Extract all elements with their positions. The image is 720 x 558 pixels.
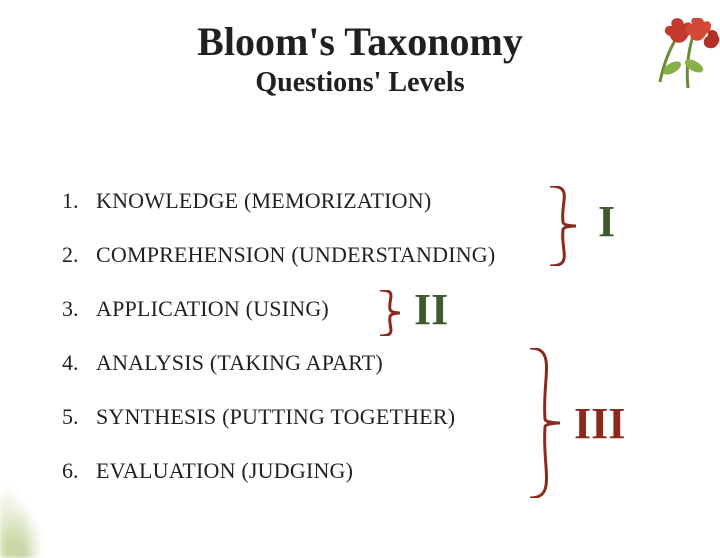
grass-decoration — [0, 398, 70, 558]
item-label: SYNTHESIS (PUTTING TOGETHER) — [96, 404, 455, 430]
item-label: APPLICATION (USING) — [96, 296, 329, 322]
item-number: 5. — [62, 404, 96, 430]
group-roman: II — [414, 284, 448, 335]
group-roman: I — [598, 196, 615, 247]
item-label: COMPREHENSION (UNDERSTANDING) — [96, 242, 495, 268]
item-number: 1. — [62, 188, 96, 214]
page-subtitle: Questions' Levels — [0, 67, 720, 99]
heading: Bloom's Taxonomy Questions' Levels — [0, 18, 720, 99]
flower-decoration — [630, 18, 720, 108]
item-number: 2. — [62, 242, 96, 268]
item-label: ANALYSIS (TAKING APART) — [96, 350, 383, 376]
group-brace — [550, 186, 576, 266]
list-item: 3. APPLICATION (USING) — [62, 296, 662, 322]
item-number: 6. — [62, 458, 96, 484]
group-roman: III — [574, 398, 625, 449]
item-label: KNOWLEDGE (MEMORIZATION) — [96, 188, 431, 214]
list-item: 6. EVALUATION (JUDGING) — [62, 458, 662, 484]
item-number: 4. — [62, 350, 96, 376]
item-number: 3. — [62, 296, 96, 322]
list-item: 4. ANALYSIS (TAKING APART) — [62, 350, 662, 376]
group-brace — [380, 290, 400, 336]
group-brace — [530, 348, 560, 498]
page-title: Bloom's Taxonomy — [0, 18, 720, 65]
list-item: 5. SYNTHESIS (PUTTING TOGETHER) — [62, 404, 662, 430]
item-label: EVALUATION (JUDGING) — [96, 458, 353, 484]
